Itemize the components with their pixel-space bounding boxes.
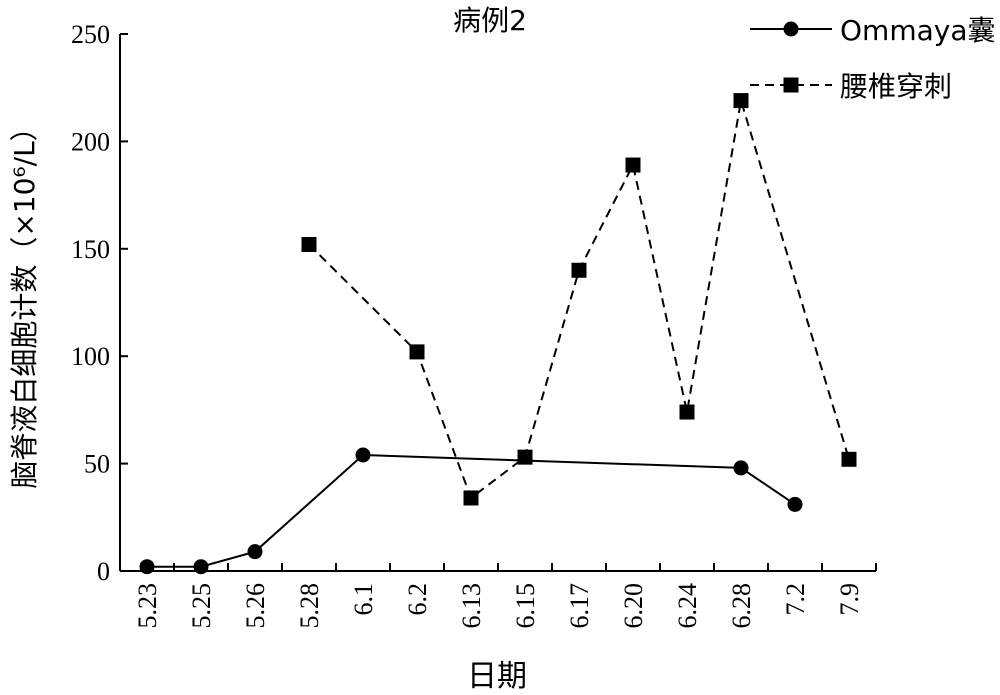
y-tick-label: 50 xyxy=(84,450,110,479)
x-tick-label: 5.26 xyxy=(241,583,270,629)
x-tick-label: 7.9 xyxy=(835,583,864,616)
y-tick-label: 250 xyxy=(71,20,110,49)
y-axis-label: 脑脊液白细胞计数（×10⁶/L） xyxy=(8,113,41,488)
data-point-square xyxy=(733,93,749,109)
series-line-1 xyxy=(147,453,796,568)
y-tick-label: 150 xyxy=(71,235,110,264)
x-tick-label: 5.25 xyxy=(187,583,216,629)
data-point-square xyxy=(571,262,587,278)
data-point-square xyxy=(409,344,425,360)
x-tick-label: 6.20 xyxy=(619,583,648,629)
x-tick-label: 6.15 xyxy=(511,583,540,629)
x-tick-label: 6.17 xyxy=(565,583,594,629)
data-point-square xyxy=(625,157,641,173)
legend-marker-circle xyxy=(783,21,799,37)
data-point-square xyxy=(301,237,317,253)
data-point-circle xyxy=(193,559,209,575)
data-point-square xyxy=(679,404,695,420)
data-point-square xyxy=(517,449,533,465)
plot-area: 0 50 100 150 200 250 5.23 5.25 5.26 5.28 6.1 6.2 6.1… xyxy=(71,20,877,629)
data-point-circle xyxy=(139,559,155,575)
x-tick-label: 6.13 xyxy=(457,583,486,629)
data-point-square xyxy=(841,451,857,467)
chart-title: 病例2 xyxy=(453,4,527,37)
x-axis-label: 日期 xyxy=(467,659,527,694)
x-tick-label: 7.2 xyxy=(781,583,810,616)
series-line-2 xyxy=(308,100,850,500)
legend-marker-square xyxy=(783,77,799,93)
x-tick-label: 6.1 xyxy=(349,583,378,616)
data-point-circle xyxy=(355,447,371,463)
y-tick-label: 100 xyxy=(71,342,110,371)
data-point-circle xyxy=(247,544,263,560)
y-tick-label: 200 xyxy=(71,127,110,156)
legend-label-1: Ommaya囊 xyxy=(840,14,995,47)
x-tick-label: 5.28 xyxy=(295,583,324,629)
x-tick-label: 6.2 xyxy=(403,583,432,616)
data-point-circle xyxy=(733,460,749,476)
y-tick-label: 0 xyxy=(97,557,110,586)
legend-label-2: 腰椎穿刺 xyxy=(840,70,952,103)
data-point-circle xyxy=(787,496,803,512)
x-tick-label: 6.28 xyxy=(727,583,756,629)
x-tick-label: 6.24 xyxy=(673,583,702,629)
x-tick-label: 5.23 xyxy=(133,583,162,629)
data-point-square xyxy=(463,490,479,506)
